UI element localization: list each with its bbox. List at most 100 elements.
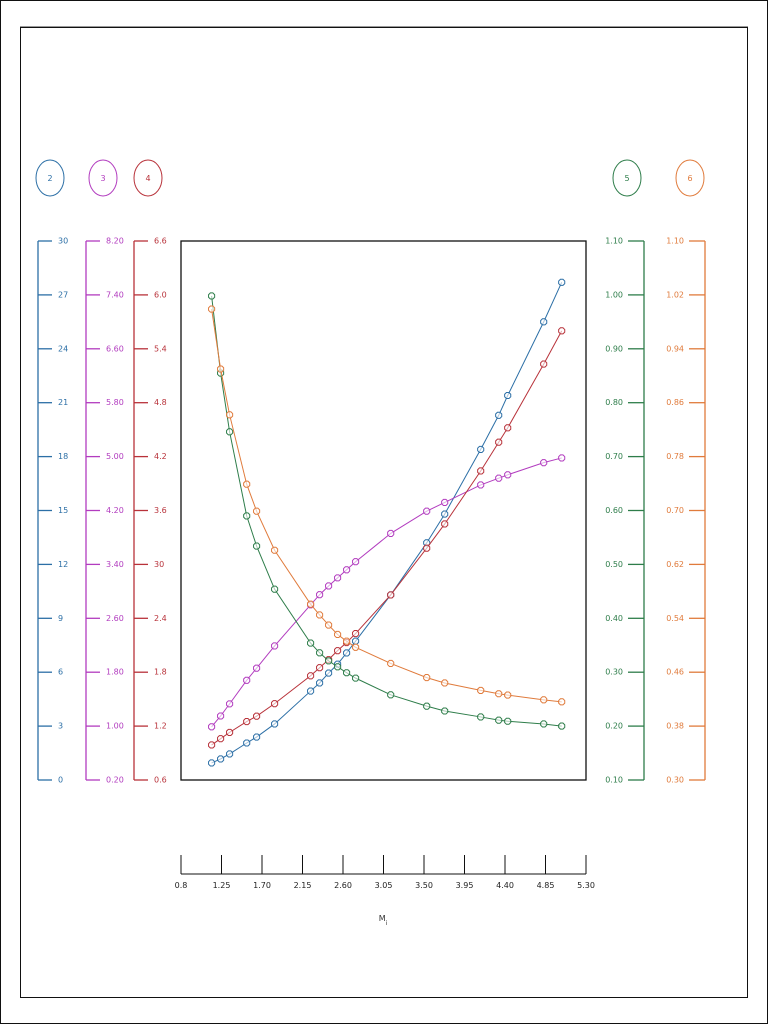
data-point-marker [217, 365, 225, 373]
y-tick-label: 18 [58, 452, 68, 461]
y-tick-label: 2.4 [154, 614, 167, 623]
data-point-marker [352, 630, 360, 638]
data-point-marker [217, 755, 225, 763]
svg-text:6: 6 [687, 174, 692, 183]
legend-item-series-3: 3 [88, 159, 118, 197]
legend: 2 3 4 5 6 [35, 159, 705, 197]
y-tick-label: 7.40 [106, 290, 124, 299]
data-point-marker [352, 637, 360, 645]
y-axis-series-5: 0.10 0.20 0.30 0.40 0.50 0.60 0.70 0.80 0.90 1.00… [605, 237, 645, 785]
data-point-marker [334, 647, 342, 655]
data-point-marker [558, 722, 566, 730]
y-tick-label: 0.70 [605, 452, 623, 461]
data-point-marker [271, 700, 279, 708]
y-axis-series-3: 0.20 1.00 1.80 2.60 3.40 4.20 5.00 5.80 6.60 7.40… [85, 237, 124, 785]
data-point-marker [253, 733, 261, 741]
data-series [208, 278, 566, 767]
data-point-marker [441, 510, 449, 518]
data-point-marker [307, 600, 315, 608]
x-axis-label: Mi [379, 914, 388, 927]
data-point-marker [343, 649, 351, 657]
x-tick-label: 1.70 [253, 881, 271, 890]
data-point-marker [325, 657, 333, 665]
data-point-marker [316, 649, 324, 657]
x-tick-label: 2.15 [294, 881, 312, 890]
y-tick-label: 1.00 [106, 722, 124, 731]
data-point-marker [217, 735, 225, 743]
y-tick-label: 1.80 [106, 668, 124, 677]
y-tick-label: 0.46 [666, 668, 684, 677]
data-point-marker [387, 659, 395, 667]
y-tick-label: 0.60 [605, 506, 623, 515]
left-y-axes: 0 3 6 9 12 15 18 21 24 27 30 0.20 1.00 1.80 2.60 3.40 4.… [37, 237, 167, 785]
data-point-marker [540, 459, 548, 467]
data-point-marker [477, 445, 485, 453]
y-tick-label: 4.2 [154, 452, 167, 461]
data-point-marker [208, 759, 216, 767]
data-point-marker [558, 698, 566, 706]
data-point-marker [387, 691, 395, 699]
data-point-marker [495, 438, 503, 446]
y-tick-label: 0.94 [666, 344, 684, 353]
y-tick-label: 15 [58, 506, 68, 515]
data-point-marker [226, 728, 234, 736]
data-point-marker [208, 723, 216, 731]
legend-item-series-2: 2 [35, 159, 65, 197]
data-point-marker [307, 639, 315, 647]
x-tick-label: 5.30 [577, 881, 595, 890]
y-tick-label: 1.02 [666, 290, 684, 299]
data-point-marker [504, 691, 512, 699]
y-tick-label: 0.86 [666, 398, 684, 407]
data-point-marker [441, 520, 449, 528]
y-tick-label: 0.62 [666, 560, 684, 569]
data-point-marker [504, 424, 512, 432]
y-tick-label: 0.20 [605, 722, 623, 731]
y-tick-label: 0.6 [154, 776, 167, 785]
data-point-marker [423, 544, 431, 552]
data-point-marker [352, 643, 360, 651]
data-point-marker [208, 292, 216, 300]
x-tick-label: 4.40 [496, 881, 514, 890]
data-point-marker [226, 700, 234, 708]
data-point-marker [253, 542, 261, 550]
plot-area [180, 240, 587, 781]
series-3 [208, 454, 566, 731]
y-tick-label: 0.30 [666, 776, 684, 785]
data-point-marker [334, 574, 342, 582]
data-point-marker [325, 621, 333, 629]
data-point-marker [226, 411, 234, 419]
data-point-marker [540, 318, 548, 326]
y-tick-label: 0.80 [605, 398, 623, 407]
y-tick-label: 0.78 [666, 452, 684, 461]
x-tick-label: 2.60 [334, 881, 352, 890]
y-tick-label: 30 [58, 237, 68, 246]
data-point-marker [243, 512, 251, 520]
data-point-marker [441, 498, 449, 506]
y-tick-label: 0.20 [106, 776, 124, 785]
data-point-marker [540, 360, 548, 368]
y-tick-label: 4.8 [154, 398, 167, 407]
data-point-marker [271, 585, 279, 593]
y-tick-label: 6 [58, 668, 63, 677]
y-tick-label: 6.0 [154, 290, 167, 299]
series-5 [208, 292, 566, 730]
y-tick-label: 5.00 [106, 452, 124, 461]
y-tick-label: 2.60 [106, 614, 124, 623]
data-point-marker [495, 716, 503, 724]
data-point-marker [217, 712, 225, 720]
x-tick-label: 4.85 [537, 881, 555, 890]
legend-item-series-5: 5 [612, 159, 642, 197]
y-tick-label: 0 [58, 776, 63, 785]
data-point-marker [343, 669, 351, 677]
y-tick-label: 9 [58, 614, 63, 623]
y-tick-label: 1.10 [666, 237, 684, 246]
y-tick-label: 3.6 [154, 506, 167, 515]
figure-frame [20, 27, 748, 998]
x-tick-label: 3.95 [456, 881, 474, 890]
data-point-marker [495, 690, 503, 698]
y-tick-label: 1.2 [154, 722, 167, 731]
data-point-marker [208, 741, 216, 749]
data-point-marker [243, 676, 251, 684]
data-point-marker [271, 546, 279, 554]
